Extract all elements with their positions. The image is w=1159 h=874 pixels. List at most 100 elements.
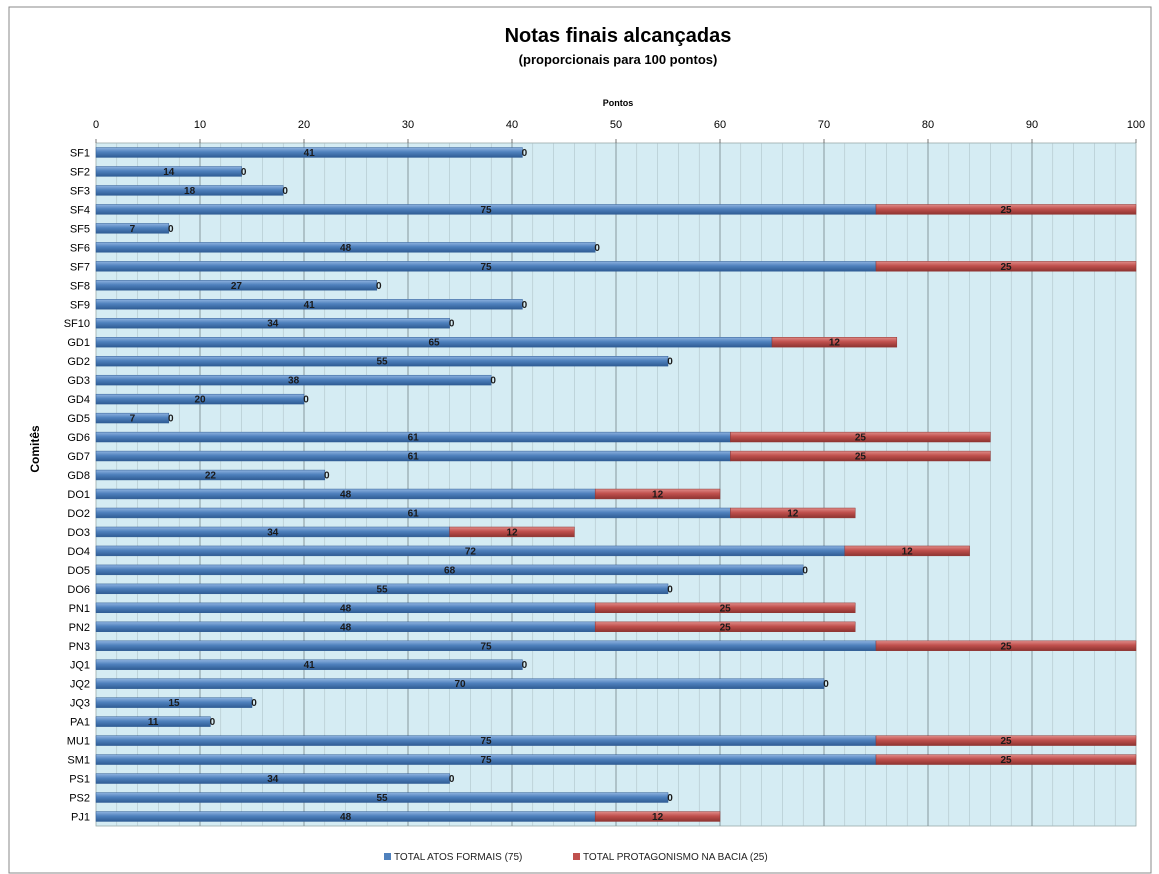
y-category-label: DO3 [67, 527, 90, 539]
data-label-protagonismo: 0 [522, 300, 528, 311]
data-label-protagonismo: 0 [667, 793, 673, 804]
y-category-label: GD7 [67, 451, 90, 463]
y-category-label: DO2 [67, 508, 90, 520]
data-label-atos-formais: 7 [130, 224, 136, 235]
data-label-protagonismo: 0 [282, 186, 288, 197]
y-category-label: DO6 [67, 584, 90, 596]
x-tick-label: 70 [818, 119, 830, 131]
x-tick-label: 30 [402, 119, 414, 131]
legend: TOTAL ATOS FORMAIS (75) TOTAL PROTAGONIS… [384, 852, 768, 863]
data-label-protagonismo: 0 [251, 698, 257, 709]
bar-protagonismo [875, 735, 1137, 746]
data-label-protagonismo: 0 [324, 471, 330, 482]
data-label-protagonismo: 12 [652, 489, 664, 500]
data-label-protagonismo: 25 [1000, 262, 1012, 273]
x-tick-label: 40 [506, 119, 518, 131]
bar-atos-formais [95, 583, 669, 595]
data-label-protagonismo: 0 [667, 584, 673, 595]
data-label-atos-formais: 48 [340, 243, 352, 254]
y-category-label: JQ2 [70, 679, 90, 691]
bar-atos-formais [95, 716, 211, 727]
x-tick-label: 10 [194, 119, 206, 131]
data-label-protagonismo: 0 [522, 660, 528, 671]
bar-protagonismo [730, 431, 991, 443]
legend-swatch-protagonismo [573, 853, 580, 860]
data-label-atos-formais: 34 [267, 319, 279, 330]
y-category-label: SF2 [70, 166, 90, 178]
bar-protagonismo [730, 507, 856, 519]
data-label-atos-formais: 38 [288, 376, 300, 387]
data-label-atos-formais: 61 [408, 508, 420, 519]
legend-label-atos-formais: TOTAL ATOS FORMAIS (75) [394, 852, 522, 863]
y-category-label: PN3 [69, 641, 90, 653]
data-label-atos-formais: 68 [444, 565, 456, 576]
bar-protagonismo [875, 754, 1137, 765]
data-label-protagonismo: 0 [241, 167, 247, 178]
data-label-protagonismo: 25 [855, 433, 867, 444]
data-label-atos-formais: 72 [465, 546, 477, 557]
data-label-atos-formais: 61 [408, 452, 420, 463]
x-tick-label: 20 [298, 119, 310, 131]
bar-protagonismo [594, 811, 721, 822]
bar-atos-formais [95, 355, 669, 367]
y-axis-categories: SF1 SF2 SF3 SF4 SF5 SF6 SF7 SF8 SF9 SF10 GD1 GD2 GD3… [64, 147, 90, 823]
chart-title: Notas finais alcançadas [505, 25, 732, 47]
data-label-protagonismo: 0 [168, 224, 174, 235]
data-label-protagonismo: 0 [522, 148, 528, 159]
y-category-label: SF1 [70, 147, 90, 159]
data-label-protagonismo: 25 [720, 622, 732, 633]
y-category-label: GD1 [67, 337, 90, 349]
data-label-protagonismo: 0 [376, 281, 382, 292]
y-category-label: PN1 [69, 603, 90, 615]
x-tick-label: 0 [93, 119, 99, 131]
x-tick-label: 60 [714, 119, 726, 131]
x-tick-label: 90 [1026, 119, 1038, 131]
data-label-atos-formais: 11 [148, 717, 159, 728]
y-category-label: SF4 [70, 204, 90, 216]
data-label-atos-formais: 27 [231, 281, 243, 292]
data-label-atos-formais: 55 [376, 584, 388, 595]
bar-protagonismo [594, 488, 721, 500]
y-category-label: GD4 [67, 394, 90, 406]
data-label-protagonismo: 25 [1000, 205, 1012, 216]
bar-atos-formais [95, 564, 804, 576]
y-category-label: SF7 [70, 261, 90, 273]
data-label-atos-formais: 48 [340, 812, 352, 823]
data-label-atos-formais: 70 [454, 679, 466, 690]
y-category-label: SF3 [70, 185, 90, 197]
data-label-protagonismo: 25 [720, 603, 732, 614]
y-category-label: JQ1 [70, 660, 90, 672]
bar-atos-formais [95, 280, 378, 291]
y-category-label: PS2 [69, 793, 90, 805]
x-tick-label: 50 [610, 119, 622, 131]
x-axis-ticks: 0 10 20 30 40 50 60 70 80 90 100 [93, 119, 1145, 143]
y-category-label: MU1 [67, 736, 90, 748]
bar-protagonismo [771, 337, 898, 348]
bar-atos-formais [95, 412, 170, 424]
data-label-protagonismo: 0 [449, 319, 455, 330]
x-tick-label: 80 [922, 119, 934, 131]
data-label-atos-formais: 75 [480, 262, 492, 273]
bar-atos-formais [95, 697, 253, 708]
data-label-atos-formais: 34 [267, 527, 279, 538]
data-label-protagonismo: 12 [506, 527, 518, 538]
bar-atos-formais [95, 223, 170, 234]
bar-protagonismo [449, 526, 575, 538]
data-label-atos-formais: 41 [304, 660, 316, 671]
data-label-atos-formais: 55 [376, 357, 388, 368]
y-category-label: PN2 [69, 622, 90, 634]
y-category-label: SF9 [70, 299, 90, 311]
y-category-label: DO4 [67, 546, 90, 558]
bar-protagonismo [875, 204, 1137, 215]
data-label-protagonismo: 0 [594, 243, 600, 254]
y-category-label: SF6 [70, 242, 90, 254]
data-label-atos-formais: 15 [168, 698, 180, 709]
data-label-atos-formais: 75 [480, 736, 492, 747]
y-category-label: PS1 [69, 774, 90, 786]
bar-protagonismo [875, 640, 1137, 651]
data-label-protagonismo: 25 [1000, 755, 1012, 766]
data-label-atos-formais: 41 [304, 300, 316, 311]
bar-protagonismo [730, 450, 991, 462]
data-label-atos-formais: 20 [194, 395, 206, 406]
